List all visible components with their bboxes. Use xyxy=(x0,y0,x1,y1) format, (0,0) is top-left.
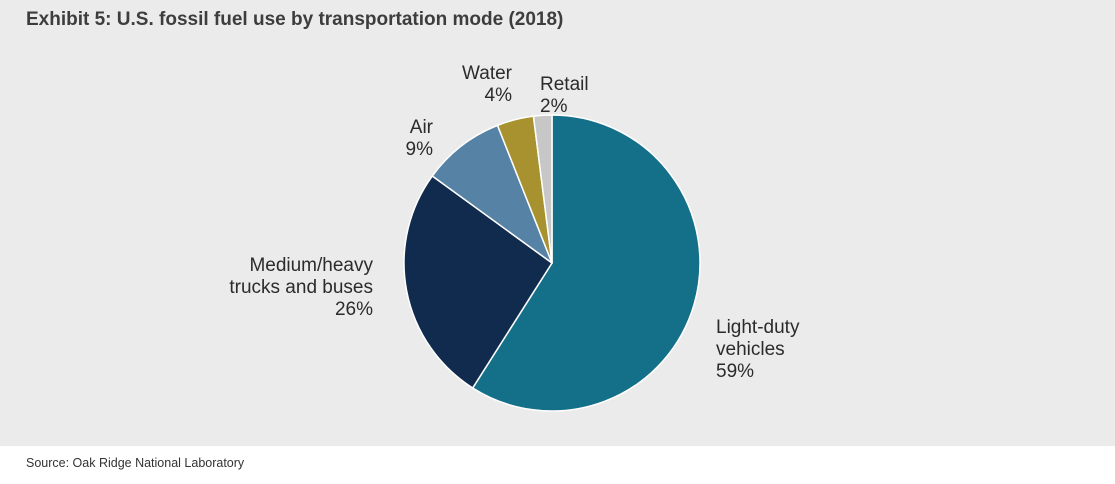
slice-label-line: trucks and buses xyxy=(229,277,373,298)
source-note: Source: Oak Ridge National Laboratory xyxy=(26,456,245,470)
slice-label-line: Retail xyxy=(540,74,589,95)
pie-slice-retail xyxy=(532,114,553,264)
pie-slice-medium-heavy-trucks-and-buses xyxy=(403,175,553,389)
slice-label-retail: Retail 2% xyxy=(540,74,589,117)
slice-value-text: 26% xyxy=(335,299,373,320)
slice-label-medium-heavy-trucks-and-buses: Medium/heavy trucks and buses 26% xyxy=(229,255,373,320)
slice-label-water: Water 4% xyxy=(462,63,513,106)
pie-chart: Light-duty vehicles 59% Medium/heavy trucks … xyxy=(229,63,800,412)
pie-slice-light-duty-vehicles xyxy=(471,114,701,412)
slice-value-text: 9% xyxy=(406,139,434,160)
slice-label-air: Air 9% xyxy=(406,117,434,160)
slice-label-line: Air xyxy=(410,117,434,138)
slice-value-text: 2% xyxy=(540,96,568,117)
chart-panel: Exhibit 5: U.S. fossil fuel use by trans… xyxy=(0,0,1115,446)
slice-value-text: 4% xyxy=(485,85,513,106)
slice-label-light-duty-vehicles: Light-duty vehicles 59% xyxy=(716,317,800,382)
slice-label-line: Water xyxy=(462,63,513,84)
slice-label-line: vehicles xyxy=(716,339,785,360)
slice-value-text: 59% xyxy=(716,361,754,382)
slice-label-line: Medium/heavy xyxy=(249,255,373,276)
pie-slice-air xyxy=(431,124,553,264)
chart-title: Exhibit 5: U.S. fossil fuel use by trans… xyxy=(26,9,564,30)
slice-label-line: Light-duty xyxy=(716,317,800,338)
